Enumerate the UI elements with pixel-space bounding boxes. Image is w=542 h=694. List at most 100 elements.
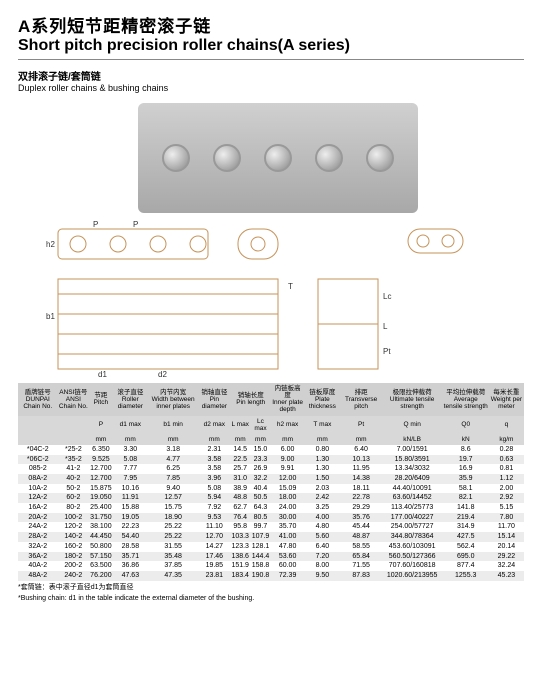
cell: 0.63 (489, 455, 524, 465)
cell: 9.00 (271, 455, 304, 465)
svg-text:P: P (93, 220, 98, 229)
cell: 16A-2 (18, 503, 58, 513)
col-symbol: q (489, 416, 524, 434)
table-row: 085-241-212.7007.776.253.5825.726.99.911… (18, 464, 524, 474)
chain-photo (138, 103, 418, 213)
cell: 60-2 (58, 493, 90, 503)
col-header: 内节内宽Width between inner plates (148, 383, 198, 416)
cell: 19.05 (113, 513, 149, 523)
cell: 28.20/6409 (382, 474, 443, 484)
cell: 38.9 (230, 484, 250, 494)
cell: 20A-2 (18, 513, 58, 523)
cell: *06C-2 (18, 455, 58, 465)
cell: 2.03 (304, 484, 340, 494)
cell: 44.450 (89, 532, 112, 542)
table-row: *04C-2*25-26.3503.303.182.3114.515.06.00… (18, 445, 524, 455)
cell: 240-2 (58, 571, 90, 581)
cell: 57.150 (89, 552, 112, 562)
cell: 45.44 (341, 522, 382, 532)
svg-text:P: P (133, 220, 138, 229)
cell: 151.9 (230, 561, 250, 571)
col-unit (18, 434, 58, 445)
cell: 128.1 (250, 542, 271, 552)
table-body: *04C-2*25-26.3503.303.182.3114.515.06.00… (18, 445, 524, 581)
cell: 5.94 (198, 493, 230, 503)
cell: 103.3 (230, 532, 250, 542)
cell: 2.92 (489, 493, 524, 503)
cell: 22.23 (113, 522, 149, 532)
cell: 5.15 (489, 503, 524, 513)
cell: 63.60/14452 (382, 493, 443, 503)
cell: 23.3 (250, 455, 271, 465)
cell: 5.08 (113, 455, 149, 465)
svg-text:h2: h2 (46, 240, 55, 249)
cell: 48A-2 (18, 571, 58, 581)
cell: 5.60 (304, 532, 340, 542)
col-symbol: d2 max (198, 416, 230, 434)
table-row: 24A-2120-238.10022.2325.2211.1095.899.73… (18, 522, 524, 532)
cell: 177.00/40227 (382, 513, 443, 523)
cell: 62.7 (230, 503, 250, 513)
cell: 123.3 (230, 542, 250, 552)
cell: 183.4 (230, 571, 250, 581)
svg-text:Pt: Pt (383, 347, 391, 356)
cell: 877.4 (443, 561, 489, 571)
col-unit: mm (304, 434, 340, 445)
cell: 12A-2 (18, 493, 58, 503)
cell: 48.8 (230, 493, 250, 503)
cell: 31.750 (89, 513, 112, 523)
cell: 12.57 (148, 493, 198, 503)
cell: 7.00/1591 (382, 445, 443, 455)
cell: 10A-2 (18, 484, 58, 494)
title-cn: A系列短节距精密滚子链 (18, 12, 524, 37)
cell: 15.875 (89, 484, 112, 494)
cell: 31.0 (230, 474, 250, 484)
cell: 40.4 (250, 484, 271, 494)
cell: 6.350 (89, 445, 112, 455)
cell: 35.70 (271, 522, 304, 532)
cell: 12.00 (271, 474, 304, 484)
cell: 141.8 (443, 503, 489, 513)
cell: 25.400 (89, 503, 112, 513)
cell: 76.4 (230, 513, 250, 523)
cell: 6.00 (271, 445, 304, 455)
cell: 64.3 (250, 503, 271, 513)
spec-table: 盾牌链号DUNPAI Chain No.ANSI链号ANSI Chain No.… (18, 383, 524, 581)
col-header: 销轴直径Pin diameter (198, 383, 230, 416)
svg-text:d2: d2 (158, 370, 167, 379)
cell: 50-2 (58, 484, 90, 494)
cell: 4.80 (304, 522, 340, 532)
cell: 11.91 (113, 493, 149, 503)
cell: 14.5 (230, 445, 250, 455)
col-unit: mm (230, 434, 250, 445)
cell: 0.81 (489, 464, 524, 474)
cell: 26.9 (250, 464, 271, 474)
cell: 14.38 (341, 474, 382, 484)
col-header: 排距Transverse pitch (341, 383, 382, 416)
divider (18, 59, 524, 60)
table-header: 盾牌链号DUNPAI Chain No.ANSI链号ANSI Chain No.… (18, 383, 524, 445)
col-header: 盾牌链号DUNPAI Chain No. (18, 383, 58, 416)
cell: 60.00 (271, 561, 304, 571)
cell: 7.95 (113, 474, 149, 484)
cell: 12.700 (89, 464, 112, 474)
table-row: 08A-240-212.7007.957.853.9631.032.212.00… (18, 474, 524, 484)
cell: 10.16 (113, 484, 149, 494)
cell: 5.08 (198, 484, 230, 494)
cell: 1.30 (304, 464, 340, 474)
col-unit (58, 434, 90, 445)
cell: 50.5 (250, 493, 271, 503)
subtitle-en: Duplex roller chains & bushing chains (18, 83, 524, 93)
cell: 158.8 (250, 561, 271, 571)
cell: 08A-2 (18, 474, 58, 484)
cell: 50.800 (89, 542, 112, 552)
cell: 35.71 (113, 552, 149, 562)
cell: 47.80 (271, 542, 304, 552)
cell: 87.83 (341, 571, 382, 581)
cell: 560.50/127366 (382, 552, 443, 562)
table-row: 10A-250-215.87510.169.405.0838.940.415.0… (18, 484, 524, 494)
cell: 47.35 (148, 571, 198, 581)
col-symbol: d1 max (113, 416, 149, 434)
cell: 41.00 (271, 532, 304, 542)
cell: 40-2 (58, 474, 90, 484)
